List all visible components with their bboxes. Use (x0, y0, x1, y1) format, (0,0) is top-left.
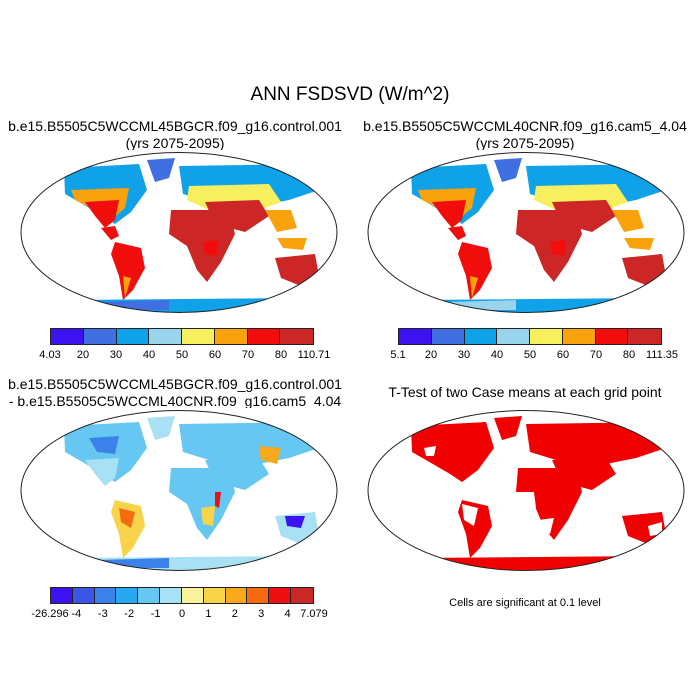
panel2-colorbar-tick-label: 70 (589, 349, 603, 361)
panel3-colorbar-swatch (247, 588, 270, 603)
panel3-title-line2: - b.e15.B5505C5WCCML40CNR.f09_g16.cam5_4… (8, 393, 342, 409)
panel2-map (366, 150, 686, 315)
panel3-colorbar-tick-label: 4 (284, 608, 291, 620)
panel2-field (396, 158, 666, 313)
panel3-colorbar-swatch (72, 588, 95, 603)
panel2-colorbar-tick-label: 60 (556, 349, 570, 361)
panel3-colorbar-tick-label: -2 (124, 608, 135, 620)
panel1-colorbar-swatch (51, 329, 84, 344)
panel1-colorbar-tick-label: 30 (109, 349, 123, 361)
panel4-map-border (367, 410, 685, 571)
panel1-title-case: b.e15.B5505C5WCCML45BGCR.f09_g16.control… (8, 118, 342, 134)
panel1-colorbar-swatch (116, 329, 150, 344)
panel3-colorbar-swatch (181, 588, 204, 603)
panel3-colorbar-tick-label: 0 (178, 608, 186, 620)
panel3-colorbar-tick-label: -4 (71, 608, 82, 620)
panel1-colorbar-swatch (280, 329, 313, 344)
panel2-colorbar-tick-label: 50 (523, 349, 537, 361)
panel4-nonsignificant-gaps (424, 446, 662, 536)
panel3-colorbar-swatch (291, 588, 313, 603)
panel2-colorbar-tick-label: 111.35 (645, 349, 679, 361)
panel2-colorbar-swatch (628, 329, 661, 344)
panel3-colorbar-swatch (225, 588, 248, 603)
panel1-title-years: (yrs 2075-2095) (125, 135, 225, 151)
panel4-map (366, 408, 686, 573)
panel1-colorbar-labels: 4.03 20 30 40 50 60 70 80 110.71 (39, 349, 330, 363)
panel4-significance-note: Cells are significant at 0.1 level (449, 597, 601, 609)
figure-title: ANN FSDSVD (W/m^2) (250, 84, 450, 105)
panel1-colorbar-swatch (214, 329, 248, 344)
panel2-colorbar-swatch (497, 329, 530, 344)
panel2-colorbar-tick-label: 80 (622, 349, 636, 361)
panel2-colorbar-labels: 5.1 20 30 40 50 60 70 80 111.35 (390, 349, 678, 363)
panel3-colorbar-swatch (116, 588, 139, 603)
panel3-title: b.e15.B5505C5WCCML45BGCR.f09_g16.control… (0, 376, 350, 410)
panel3-colorbar-swatch (269, 588, 292, 603)
panel3-colorbar (50, 587, 314, 604)
panel3-colorbar-tick-label: 7.079 (300, 608, 328, 620)
panel1-colorbar-swatch (247, 329, 281, 344)
panel1-colorbar-tick-label: 70 (241, 349, 255, 361)
panel2-map-border (367, 152, 685, 313)
panel2-colorbar-swatch (562, 329, 596, 344)
panel3-colorbar-swatch (51, 588, 73, 603)
panel2-colorbar-swatch (464, 329, 498, 344)
panel3-colorbar-labels: -26.296 -4 -3 -2 -1 0 1 2 3 4 7.079 (31, 608, 327, 622)
panel3-colorbar-tick-label: -1 (150, 608, 161, 620)
panel1-colorbar-tick-label: 4.03 (39, 349, 61, 361)
panel3-title-line1: b.e15.B5505C5WCCML45BGCR.f09_g16.control… (8, 376, 342, 392)
panel1-colorbar (50, 328, 314, 345)
panel3-colorbar-tick-label: 3 (258, 608, 265, 620)
panel3-colorbar-swatch (138, 588, 161, 603)
panel2-colorbar-tick-label: 40 (490, 349, 504, 361)
panel3-field (49, 416, 319, 571)
panel2-title-case: b.e15.B5505C5WCCML40CNR.f09_g16.cam5_4.0… (363, 118, 687, 134)
panel3-colorbar-tick-label: -3 (97, 608, 108, 620)
panel3-colorbar-swatch (94, 588, 117, 603)
panel1-colorbar-tick-label: 50 (175, 349, 189, 361)
panel4-title: T-Test of two Case means at each grid po… (388, 384, 662, 400)
panel3-map-border (20, 410, 338, 571)
panel2-colorbar-swatch (431, 329, 465, 344)
panel1-colorbar-tick-label: 80 (274, 349, 288, 361)
panel1-colorbar-tick-label: 110.71 (297, 349, 331, 361)
panel2-title: b.e15.B5505C5WCCML40CNR.f09_g16.cam5_4.0… (350, 118, 700, 152)
panel1-colorbar-swatch (149, 329, 182, 344)
panel1-map (19, 150, 339, 315)
panel1-colorbar-swatch (83, 329, 117, 344)
panel1-colorbar-tick-label: 60 (208, 349, 222, 361)
panel2-colorbar-swatch (595, 329, 629, 344)
panel2-title-years: (yrs 2075-2095) (475, 135, 575, 151)
panel2-colorbar-tick-label: 20 (424, 349, 438, 361)
panel4-significance-field (396, 416, 666, 571)
panel3-colorbar-tick-label: 1 (205, 608, 212, 620)
panel1-colorbar-tick-label: 20 (76, 349, 90, 361)
panel1-colorbar-tick-label: 40 (142, 349, 156, 361)
panel2-colorbar-tick-label: 30 (457, 349, 471, 361)
panel1-colorbar-swatch (182, 329, 215, 344)
panel1-title: b.e15.B5505C5WCCML45BGCR.f09_g16.control… (0, 118, 350, 152)
panel3-colorbar-tick-label: 2 (231, 608, 238, 620)
panel3-colorbar-swatch (160, 588, 182, 603)
panel1-map-border (20, 152, 338, 313)
panel1-field (49, 158, 319, 313)
panel2-colorbar-tick-label: 5.1 (390, 349, 406, 361)
panel3-colorbar-tick-label: -26.296 (31, 608, 69, 620)
panel3-colorbar-swatch (203, 588, 226, 603)
panel2-colorbar (398, 328, 662, 345)
panel3-map (19, 408, 339, 573)
panel2-colorbar-swatch (530, 329, 563, 344)
panel2-colorbar-swatch (399, 329, 432, 344)
